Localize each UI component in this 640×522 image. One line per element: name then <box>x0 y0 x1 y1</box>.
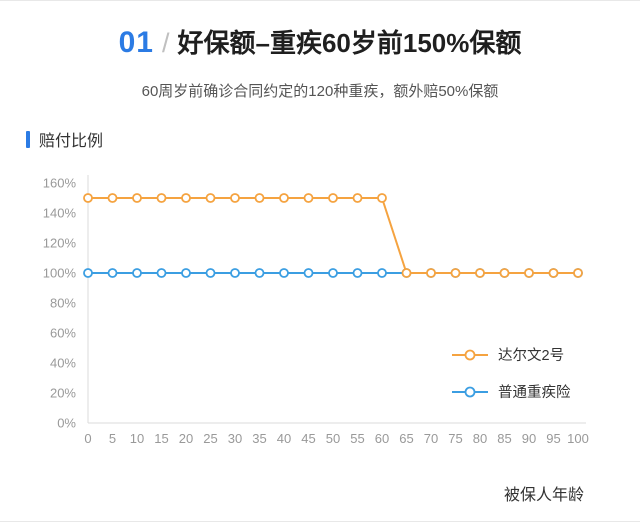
header-divider: / <box>161 28 170 58</box>
series-marker-1 <box>328 268 338 278</box>
series-marker-1 <box>156 268 167 278</box>
x-tick-label: 20 <box>179 431 193 446</box>
x-tick-label: 5 <box>109 431 116 446</box>
x-tick-label: 50 <box>326 431 340 446</box>
x-tick-label: 0 <box>84 431 91 446</box>
y-tick-label: 120% <box>43 236 77 251</box>
chart-canvas: 0% 20% 40% 60% 80% 100% 120% 140% 160% 0 5 10 15 20 25… <box>43 175 589 446</box>
x-axis-label: 被保人年龄 <box>503 487 584 504</box>
series-marker-0 <box>426 268 436 278</box>
x-tick-label: 45 <box>301 431 315 446</box>
y-axis-title: 赔付比例 <box>39 133 104 150</box>
series-marker-0 <box>254 193 265 203</box>
series-marker-0 <box>548 268 559 278</box>
series-marker-0 <box>377 193 387 203</box>
series-marker-0 <box>352 193 363 203</box>
page-title: 好保额–重疾60岁前150%保额 <box>177 28 522 58</box>
y-tick-label: 60% <box>50 326 76 341</box>
series-marker-0 <box>205 193 216 203</box>
series-marker-0 <box>524 268 534 278</box>
x-tick-label: 15 <box>154 431 168 446</box>
series-marker-0 <box>181 193 191 203</box>
series-marker-1 <box>352 268 363 278</box>
x-tick-label: 55 <box>350 431 364 446</box>
series-marker-1 <box>107 268 118 278</box>
series-marker-0 <box>450 268 461 278</box>
legend-marker-0 <box>464 349 476 361</box>
x-tick-label: 40 <box>277 431 291 446</box>
legend-marker-1 <box>464 386 476 398</box>
y-tick-label: 40% <box>50 356 76 371</box>
y-tick-label: 160% <box>43 176 77 191</box>
x-tick-label: 100 <box>567 431 589 446</box>
x-tick-label: 70 <box>424 431 438 446</box>
series-marker-0 <box>279 193 289 203</box>
accent-bar-icon <box>26 130 30 148</box>
series-marker-0 <box>499 268 510 278</box>
series-marker-0 <box>328 193 338 203</box>
series-marker-1 <box>279 268 289 278</box>
x-tick-label: 90 <box>522 431 536 446</box>
y-tick-label: 100% <box>43 266 77 281</box>
x-tick-label: 30 <box>228 431 242 446</box>
series-marker-0 <box>475 268 485 278</box>
series-marker-1 <box>303 268 314 278</box>
series-marker-1 <box>205 268 216 278</box>
page-subtitle: 60周岁前确诊合同约定的120种重疾，额外赔50%保额 <box>141 83 499 100</box>
series-marker-0 <box>107 193 118 203</box>
legend-label-0: 达尔文2号 <box>498 347 564 364</box>
y-tick-label: 0% <box>57 416 76 431</box>
series-marker-0 <box>401 268 412 278</box>
series-marker-0 <box>83 193 93 203</box>
x-tick-label: 25 <box>203 431 217 446</box>
line-chart: 0% 20% 40% 60% 80% 100% 120% 140% 160% 0 5 10 15 20 25… <box>0 155 640 464</box>
x-tick-label: 35 <box>252 431 266 446</box>
series-marker-1 <box>181 268 191 278</box>
series-marker-1 <box>377 268 387 278</box>
series-marker-0 <box>132 193 142 203</box>
legend-label-1: 普通重疾险 <box>498 384 571 401</box>
x-tick-label: 80 <box>473 431 487 446</box>
section-number: 01 <box>118 26 154 59</box>
series-marker-1 <box>132 268 142 278</box>
chart-title-row: 赔付比例 <box>26 127 640 151</box>
x-tick-label: 60 <box>375 431 389 446</box>
series-marker-1 <box>83 268 93 278</box>
series-marker-0 <box>573 268 583 278</box>
x-tick-label: 75 <box>448 431 462 446</box>
x-tick-label: 95 <box>546 431 560 446</box>
y-tick-label: 20% <box>50 386 76 401</box>
series-marker-0 <box>230 193 240 203</box>
x-tick-label: 85 <box>497 431 511 446</box>
series-line-0 <box>88 197 578 274</box>
x-tick-label: 65 <box>399 431 413 446</box>
page-header: 01/好保额–重疾60岁前150%保额 <box>0 1 640 60</box>
y-tick-label: 80% <box>50 296 76 311</box>
y-tick-label: 140% <box>43 206 77 221</box>
series-marker-0 <box>156 193 167 203</box>
series-marker-1 <box>254 268 265 278</box>
x-tick-label: 10 <box>130 431 144 446</box>
series-marker-1 <box>230 268 240 278</box>
series-marker-0 <box>303 193 314 203</box>
